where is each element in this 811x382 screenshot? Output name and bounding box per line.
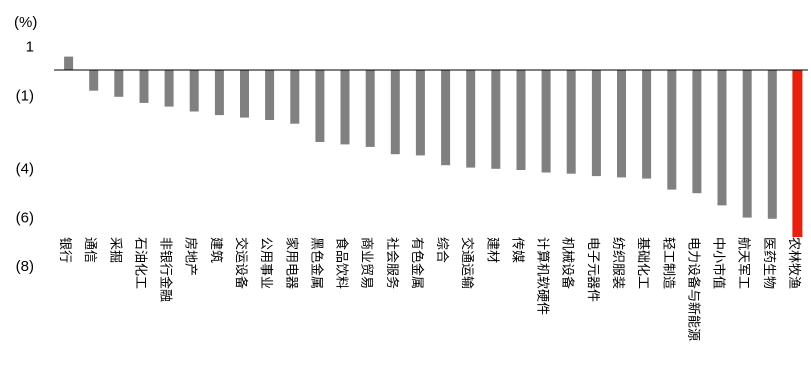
category-label: 社会服务 bbox=[384, 237, 400, 289]
category-label: 有色金属 bbox=[409, 237, 425, 289]
bar bbox=[667, 70, 677, 190]
y-axis-unit-label: (%) bbox=[14, 14, 37, 31]
category-label: 交通运输 bbox=[459, 237, 475, 289]
y-axis: 1 (1) (4) (6) (8) bbox=[16, 39, 34, 276]
category-label: 采掘 bbox=[107, 237, 122, 263]
category-label: 机械设备 bbox=[560, 237, 576, 289]
y-tick-label: 1 bbox=[26, 39, 34, 56]
bar bbox=[491, 70, 501, 169]
category-label: 非银行金融 bbox=[158, 237, 174, 302]
category-label: 轻工制造 bbox=[660, 237, 675, 289]
bar bbox=[742, 70, 752, 218]
category-label: 食品饮料 bbox=[334, 237, 350, 289]
category-label: 医药生物 bbox=[761, 237, 776, 289]
bar bbox=[541, 70, 551, 173]
y-tick-label: (8) bbox=[16, 258, 34, 275]
bar bbox=[516, 70, 526, 170]
bar bbox=[139, 70, 149, 103]
category-label: 传媒 bbox=[510, 237, 525, 263]
y-tick-label: (6) bbox=[16, 209, 34, 226]
category-label: 通信 bbox=[82, 237, 97, 263]
y-tick-label: (4) bbox=[16, 161, 34, 178]
category-label: 综合 bbox=[434, 237, 449, 263]
bar bbox=[642, 70, 652, 179]
category-label: 交运设备 bbox=[233, 237, 249, 289]
bar bbox=[617, 70, 626, 178]
bar bbox=[240, 70, 249, 118]
category-label: 建材 bbox=[484, 237, 499, 263]
bar bbox=[114, 70, 124, 97]
bar bbox=[767, 70, 777, 219]
bar bbox=[415, 70, 425, 156]
bar bbox=[466, 70, 476, 168]
bar bbox=[89, 70, 99, 91]
bar-highlight bbox=[792, 70, 803, 238]
category-label: 计算机软硬件 bbox=[535, 237, 550, 315]
category-label: 航天军工 bbox=[736, 237, 752, 289]
category-label: 纺织服装 bbox=[610, 237, 625, 289]
category-label: 农林牧渔 bbox=[786, 237, 801, 289]
category-label: 银行 bbox=[57, 237, 72, 263]
category-label: 建筑 bbox=[208, 237, 224, 263]
category-label: 电力设备与新能源 bbox=[685, 237, 701, 341]
bar bbox=[64, 56, 74, 70]
category-label: 商业贸易 bbox=[359, 237, 374, 289]
bar bbox=[441, 70, 451, 166]
bar bbox=[214, 70, 224, 116]
category-label: 中小市值 bbox=[711, 237, 727, 289]
category-label: 黑色金属 bbox=[308, 237, 324, 289]
bar bbox=[365, 70, 375, 147]
category-label: 基础化工 bbox=[635, 237, 650, 289]
category-label: 石油化工 bbox=[133, 237, 148, 289]
bar bbox=[340, 70, 350, 145]
bar bbox=[692, 70, 702, 194]
category-label: 电子元器件 bbox=[585, 237, 600, 302]
bar bbox=[717, 70, 727, 206]
bar bbox=[591, 70, 601, 177]
bar bbox=[315, 70, 325, 142]
bar bbox=[566, 70, 576, 174]
y-tick-label: (1) bbox=[16, 87, 34, 104]
category-label: 房地产 bbox=[183, 237, 199, 276]
bar bbox=[390, 70, 400, 155]
bar bbox=[164, 70, 174, 107]
bar bbox=[265, 70, 275, 120]
bar bbox=[189, 70, 199, 112]
bar bbox=[290, 70, 300, 124]
category-labels: 银行 通信 采掘 石油化工 非银行金融 房地产 建筑 交运设备 公用事业 家用电器 黑色金属 食品饮料… bbox=[57, 237, 801, 341]
category-label: 家用电器 bbox=[283, 237, 299, 289]
category-label: 公用事业 bbox=[258, 237, 273, 289]
bars bbox=[64, 56, 803, 238]
